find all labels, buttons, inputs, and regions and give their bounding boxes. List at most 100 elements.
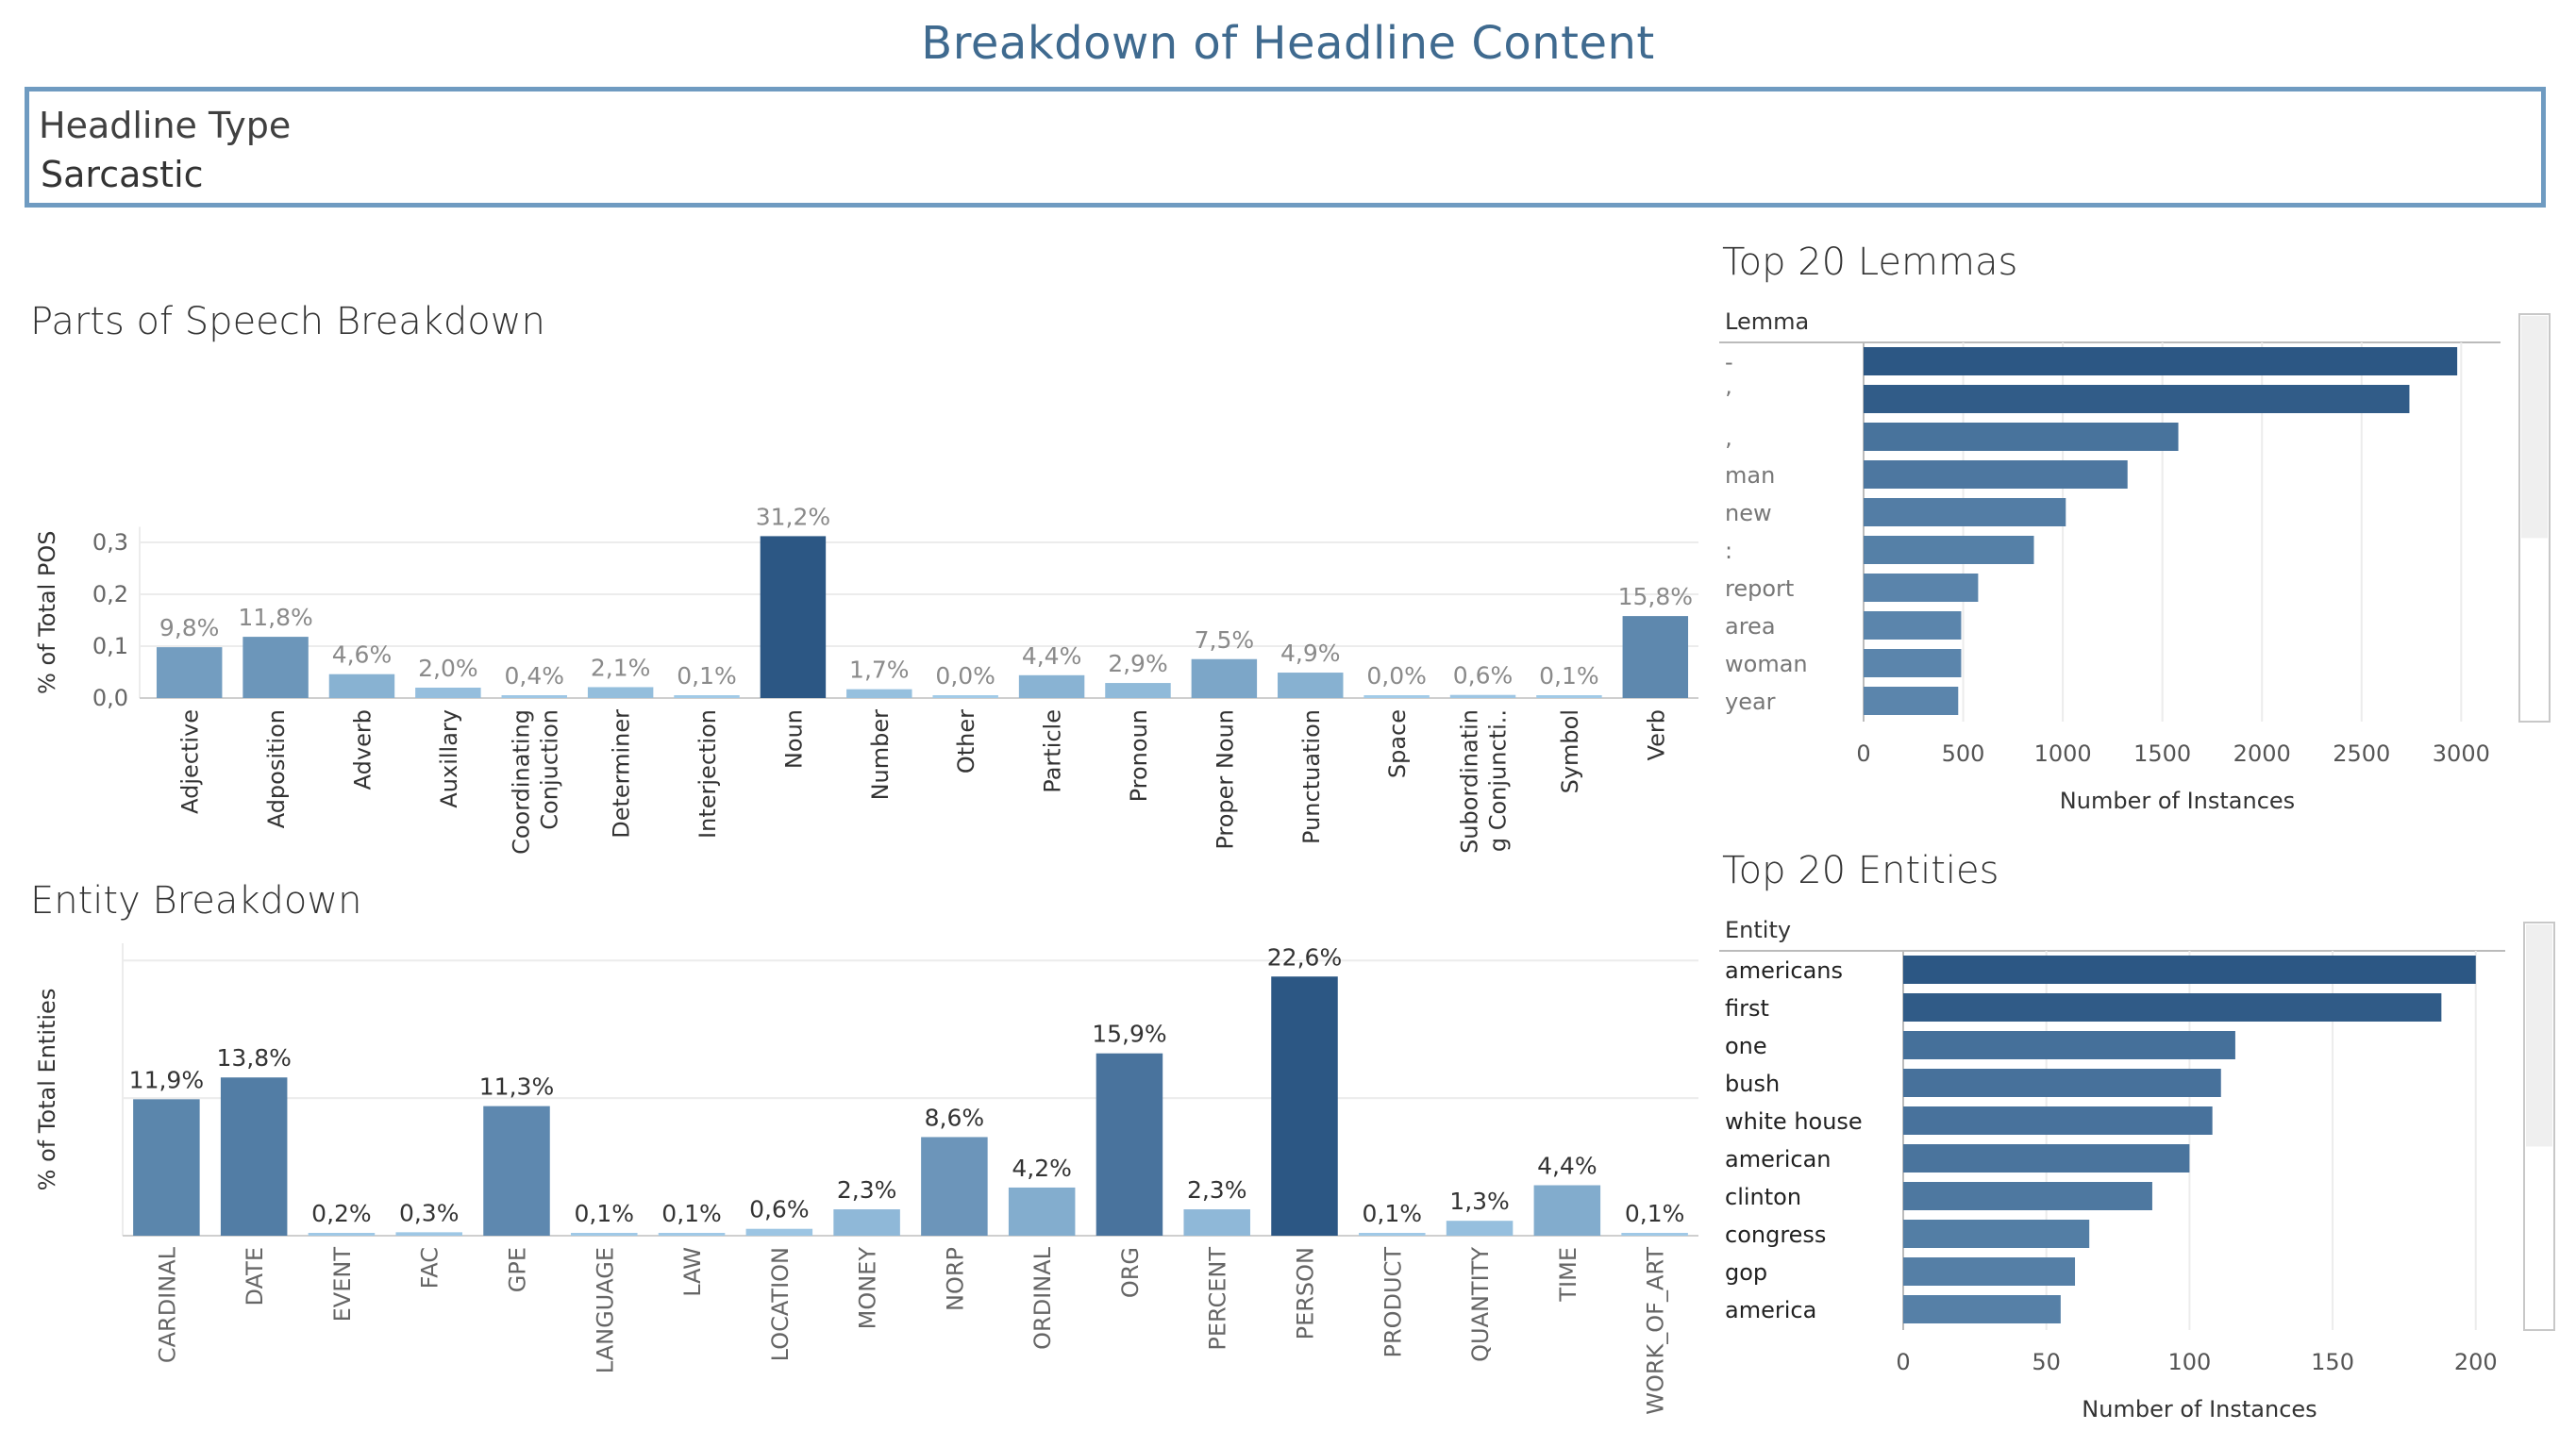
x-axis-label: Number of Instances <box>2082 1396 2317 1422</box>
category-label: Verb <box>1643 709 1669 760</box>
data-label: 7,5% <box>1195 626 1255 654</box>
category-label: Interjection <box>694 709 721 839</box>
row-label: first <box>1725 995 1769 1022</box>
bar <box>587 687 654 698</box>
x-tick-label: 150 <box>2311 1349 2354 1375</box>
x-tick-label: 100 <box>2167 1349 2211 1375</box>
category-label: PRODUCT <box>1380 1247 1406 1358</box>
row-label: : <box>1725 538 1732 564</box>
category-label: Other <box>953 709 979 773</box>
data-label: 15,9% <box>1092 1021 1166 1048</box>
bar <box>1864 347 2458 375</box>
category-label: Adposition <box>263 709 290 828</box>
entities-chart-title: Top 20 Entities <box>1722 849 1999 892</box>
data-label: 0,6% <box>1453 662 1514 690</box>
category-label: LOCATION <box>767 1247 794 1361</box>
category-label: Proper Noun <box>1212 709 1238 850</box>
category-label: Pronoun <box>1126 709 1152 802</box>
bar <box>220 1077 288 1236</box>
category-label: FAC <box>417 1247 443 1289</box>
row-label: clinton <box>1725 1184 1801 1210</box>
category-label: Space <box>1384 709 1411 778</box>
row-label: gop <box>1725 1259 1767 1286</box>
scrollbar-thumb <box>2526 924 2552 1147</box>
x-tick-label: 0 <box>1896 1349 1910 1375</box>
data-label: 0,1% <box>1539 662 1599 690</box>
bar <box>395 1232 462 1236</box>
bar <box>1536 695 1602 698</box>
bar <box>745 1228 813 1236</box>
category-label: NORP <box>942 1247 968 1311</box>
bar <box>1105 683 1171 698</box>
bar <box>1864 498 2066 526</box>
data-label: 0,2% <box>311 1200 372 1227</box>
category-label: TIME <box>1555 1247 1581 1303</box>
data-label: 2,9% <box>1108 650 1168 677</box>
row-label: man <box>1725 462 1775 489</box>
row-label: one <box>1725 1033 1767 1059</box>
data-label: 11,9% <box>129 1066 204 1093</box>
category-label: WORK_OF_ART <box>1643 1247 1669 1415</box>
bar <box>1903 1144 2190 1173</box>
data-label: 11,3% <box>479 1073 554 1101</box>
bar <box>1278 673 1344 698</box>
bar <box>1191 658 1258 698</box>
data-label: 0,1% <box>1363 1200 1423 1227</box>
data-label: 11,8% <box>238 604 312 631</box>
bar <box>415 688 481 698</box>
category-label: Symbol <box>1557 709 1583 793</box>
data-label: 0,1% <box>661 1200 722 1227</box>
data-label: 2,1% <box>591 654 651 681</box>
bar <box>1096 1053 1163 1236</box>
category-label: Number <box>867 709 894 801</box>
data-label: 0,4% <box>504 662 564 690</box>
row-label: report <box>1725 575 1794 602</box>
filter-title: Headline Type <box>39 105 292 146</box>
category-label: Subordinating Conjuncti.. <box>1457 709 1512 854</box>
bar <box>846 689 912 698</box>
x-tick-label: 50 <box>2032 1349 2061 1375</box>
bar <box>760 536 827 698</box>
bar <box>932 695 998 698</box>
bar <box>1903 1182 2152 1210</box>
category-label: CoordinatingConjuction <box>508 709 562 855</box>
data-label: 0,0% <box>935 662 995 690</box>
data-label: 0,3% <box>399 1199 460 1226</box>
category-label: Noun <box>780 709 807 769</box>
bar <box>1864 574 1979 602</box>
bar <box>833 1209 900 1236</box>
dashboard-title: Breakdown of Headline Content <box>921 17 1655 70</box>
data-label: 4,2% <box>1012 1155 1072 1182</box>
row-label: - <box>1725 349 1733 375</box>
category-label: EVENT <box>329 1247 356 1322</box>
entity-chart-title: Entity Breakdown <box>30 879 362 923</box>
filter-value[interactable]: Sarcastic <box>41 154 204 195</box>
lemmas-chart-title: Top 20 Lemmas <box>1722 241 2018 284</box>
category-label: Determiner <box>609 709 635 839</box>
bar <box>328 674 395 698</box>
y-axis-label: % of Total Entities <box>34 989 60 1191</box>
y-tick-label: 0,3 <box>92 529 128 556</box>
row-label: americans <box>1725 957 1843 984</box>
bar <box>1864 536 2034 564</box>
bar <box>674 695 740 698</box>
bar <box>1533 1185 1601 1236</box>
data-label: 2,3% <box>1187 1176 1247 1204</box>
headline-type-filter[interactable]: Headline Type Sarcastic <box>25 87 2546 208</box>
category-label: ORG <box>1117 1247 1144 1298</box>
bar <box>1446 1221 1514 1236</box>
data-label: 4,9% <box>1280 640 1341 667</box>
bar <box>1621 1233 1688 1236</box>
bar <box>1183 1209 1250 1236</box>
bar <box>1359 1233 1426 1236</box>
row-label: white house <box>1725 1108 1863 1135</box>
bar <box>1903 956 2476 984</box>
x-tick-label: 3000 <box>2433 740 2490 767</box>
bar <box>658 1233 726 1236</box>
x-tick-label: 2000 <box>2233 740 2291 767</box>
bar <box>1903 1106 2213 1135</box>
row-label: year <box>1725 689 1776 715</box>
category-label: LANGUAGE <box>592 1247 618 1373</box>
lemmas-bar-chart: Lemma 0 500 1000 1500 2000 2500 3000 Number of I… <box>1719 308 2551 814</box>
row-label: ‚ <box>1725 424 1732 451</box>
